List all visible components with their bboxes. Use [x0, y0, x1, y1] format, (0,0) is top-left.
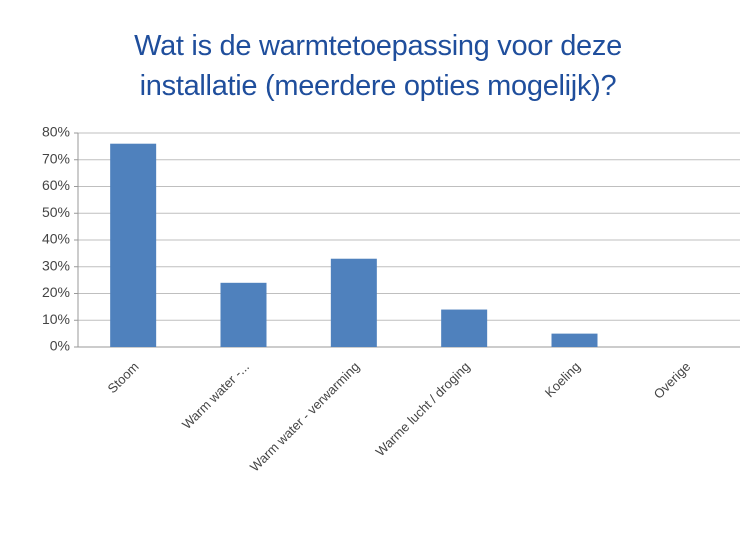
y-tick-label: 80% [42, 124, 70, 140]
x-tick-label: Warm water - verwarming [247, 359, 362, 474]
bar [551, 333, 598, 347]
bar [330, 258, 377, 347]
x-tick-label: Koeling [542, 359, 583, 400]
y-tick-label: 50% [42, 204, 70, 220]
y-tick-label: 0% [50, 338, 70, 354]
y-tick-label: 20% [42, 284, 70, 300]
chart-title: Wat is de warmtetoepassing voor deze ins… [134, 30, 622, 102]
x-tick-label: Warm water -... [179, 359, 252, 432]
x-tick-label: Warme lucht / droging [373, 359, 473, 459]
y-tick-label: 30% [42, 257, 70, 273]
bar [110, 143, 157, 347]
x-tick-label: Overige [651, 359, 694, 402]
y-tick-label: 60% [42, 177, 70, 193]
y-tick-label: 10% [42, 311, 70, 327]
y-tick-label: 70% [42, 150, 70, 166]
bar [441, 309, 488, 347]
bar [220, 282, 267, 347]
y-tick-label: 40% [42, 231, 70, 247]
x-tick-label: Stoom [105, 359, 142, 396]
